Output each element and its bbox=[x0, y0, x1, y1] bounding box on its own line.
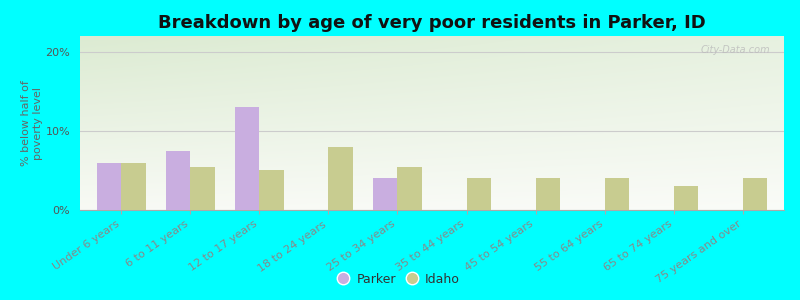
Bar bbox=[166, 151, 190, 210]
Y-axis label: % below half of
poverty level: % below half of poverty level bbox=[21, 80, 42, 166]
Bar bbox=[259, 170, 284, 210]
Legend: Parker, Idaho: Parker, Idaho bbox=[335, 268, 465, 291]
Bar bbox=[190, 167, 214, 210]
Text: City-Data.com: City-Data.com bbox=[700, 45, 770, 55]
Bar bbox=[122, 163, 146, 210]
Bar bbox=[674, 186, 698, 210]
Bar bbox=[329, 147, 353, 210]
Bar bbox=[535, 178, 560, 210]
Bar bbox=[98, 163, 122, 210]
Bar bbox=[374, 178, 398, 210]
Bar bbox=[235, 107, 259, 210]
Bar bbox=[742, 178, 766, 210]
Bar bbox=[605, 178, 629, 210]
Bar bbox=[398, 167, 422, 210]
Bar bbox=[466, 178, 490, 210]
Title: Breakdown by age of very poor residents in Parker, ID: Breakdown by age of very poor residents … bbox=[158, 14, 706, 32]
